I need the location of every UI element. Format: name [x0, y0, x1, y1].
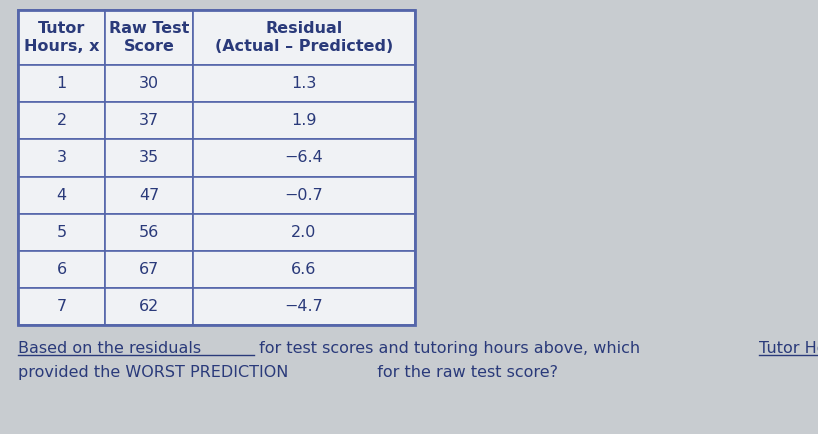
Text: 62: 62	[139, 299, 160, 314]
Bar	[18, 214, 106, 251]
Bar	[106, 65, 193, 102]
Text: 6: 6	[56, 262, 67, 277]
Text: provided the WORST PREDICTION: provided the WORST PREDICTION	[18, 365, 289, 380]
Text: 5: 5	[56, 225, 67, 240]
Text: 30: 30	[139, 76, 159, 91]
Bar	[193, 288, 415, 325]
Bar	[193, 214, 415, 251]
Text: for the raw test score?: for the raw test score?	[366, 365, 558, 380]
Text: 1.9: 1.9	[291, 113, 317, 128]
Text: for test scores and tutoring hours above, which: for test scores and tutoring hours above…	[254, 341, 645, 356]
Text: Based on the residuals: Based on the residuals	[18, 341, 201, 356]
Text: 1.3: 1.3	[291, 76, 317, 91]
Bar	[106, 102, 193, 139]
Bar	[106, 214, 193, 251]
Text: 4: 4	[56, 187, 67, 203]
Text: Tutor
Hours, x: Tutor Hours, x	[24, 21, 100, 54]
Bar	[106, 10, 193, 65]
Text: 2: 2	[56, 113, 67, 128]
Bar	[193, 177, 415, 214]
Bar	[106, 177, 193, 214]
Bar	[193, 139, 415, 177]
Bar	[193, 251, 415, 288]
Bar	[193, 65, 415, 102]
Bar	[18, 102, 106, 139]
Bar	[193, 10, 415, 65]
Text: 3: 3	[56, 151, 67, 165]
Bar	[18, 65, 106, 102]
Text: 56: 56	[139, 225, 160, 240]
Bar	[193, 102, 415, 139]
Text: Raw Test
Score: Raw Test Score	[109, 21, 189, 54]
Bar	[106, 139, 193, 177]
Text: Tutor Hour: Tutor Hour	[759, 341, 818, 356]
Text: 7: 7	[56, 299, 67, 314]
Bar	[18, 139, 106, 177]
Bar	[18, 288, 106, 325]
Bar	[106, 251, 193, 288]
Text: 2.0: 2.0	[291, 225, 317, 240]
Text: 1: 1	[56, 76, 67, 91]
Text: −0.7: −0.7	[285, 187, 323, 203]
Text: 35: 35	[139, 151, 159, 165]
Text: Residual
(Actual – Predicted): Residual (Actual – Predicted)	[214, 21, 393, 54]
Bar	[18, 10, 415, 325]
Text: 6.6: 6.6	[291, 262, 317, 277]
Bar	[18, 10, 106, 65]
Text: 37: 37	[139, 113, 159, 128]
Text: −6.4: −6.4	[285, 151, 323, 165]
Bar	[106, 288, 193, 325]
Text: 47: 47	[139, 187, 160, 203]
Bar	[18, 251, 106, 288]
Text: −4.7: −4.7	[285, 299, 323, 314]
Bar	[18, 177, 106, 214]
Text: 67: 67	[139, 262, 160, 277]
